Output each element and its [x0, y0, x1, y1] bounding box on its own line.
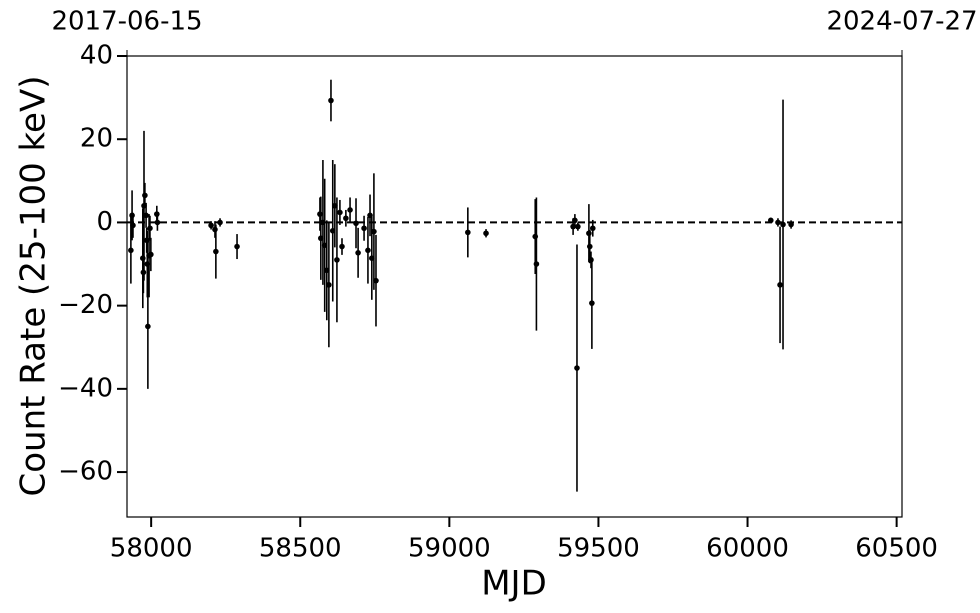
- data-point: [353, 220, 359, 227]
- data-point: [208, 222, 214, 229]
- data-point: [234, 243, 240, 250]
- data-point: [142, 192, 148, 199]
- y-tick-label: −20: [58, 290, 113, 320]
- data-point: [143, 212, 149, 219]
- data-point: [337, 209, 343, 216]
- data-point: [328, 97, 334, 104]
- data-point: [780, 221, 786, 228]
- data-point: [355, 249, 361, 256]
- data-point: [217, 219, 223, 226]
- data-point: [586, 230, 592, 237]
- y-tick-label: −40: [58, 373, 113, 403]
- data-point: [339, 243, 345, 250]
- data-point: [775, 219, 781, 226]
- data-point: [586, 243, 593, 250]
- data-point: [212, 226, 218, 233]
- data-point: [574, 365, 580, 371]
- plot-frame: [126, 55, 903, 518]
- data-point: [575, 223, 581, 230]
- x2-tick-label: 2017-06-15: [51, 7, 202, 37]
- data-point: [334, 257, 340, 263]
- data-point: [483, 230, 489, 237]
- data-point: [361, 225, 367, 232]
- x-tick-label: 60500: [855, 534, 938, 564]
- data-point: [317, 211, 323, 217]
- data-point: [572, 217, 578, 224]
- data-point: [465, 229, 471, 236]
- data-point: [154, 219, 161, 226]
- y-tick-label: 40: [80, 41, 113, 71]
- data-point: [777, 282, 783, 288]
- data-point: [147, 225, 153, 232]
- data-point: [145, 323, 151, 330]
- y-tick-label: 20: [80, 124, 113, 154]
- x-tick-label: 60000: [706, 534, 789, 564]
- data-point: [347, 207, 353, 213]
- data-point: [533, 261, 540, 267]
- x-tick-label: 58500: [259, 534, 342, 564]
- x2-tick-label: 2024-07-27: [826, 7, 977, 37]
- data-point: [788, 221, 794, 228]
- data-point: [128, 247, 134, 254]
- data-point: [343, 215, 349, 222]
- data-point: [371, 228, 377, 235]
- data-point: [373, 277, 379, 284]
- data-point: [213, 248, 219, 255]
- y-axis-label: Count Rate (25-100 keV): [14, 76, 54, 497]
- x-axis-label: MJD: [481, 564, 547, 604]
- x-tick-label: 58000: [110, 534, 193, 564]
- data-point: [365, 247, 371, 254]
- data-point: [130, 222, 136, 229]
- y-tick-label: −60: [58, 457, 113, 487]
- data-point: [129, 212, 135, 219]
- data-point: [589, 300, 595, 306]
- x-tick-label: 59500: [557, 534, 640, 564]
- data-point: [589, 225, 596, 232]
- x-tick-label: 59000: [408, 534, 491, 564]
- y-tick-label: 0: [96, 207, 113, 237]
- data-point: [767, 217, 774, 224]
- data-point: [148, 251, 154, 258]
- data-point: [588, 257, 594, 263]
- data-point: [326, 282, 332, 288]
